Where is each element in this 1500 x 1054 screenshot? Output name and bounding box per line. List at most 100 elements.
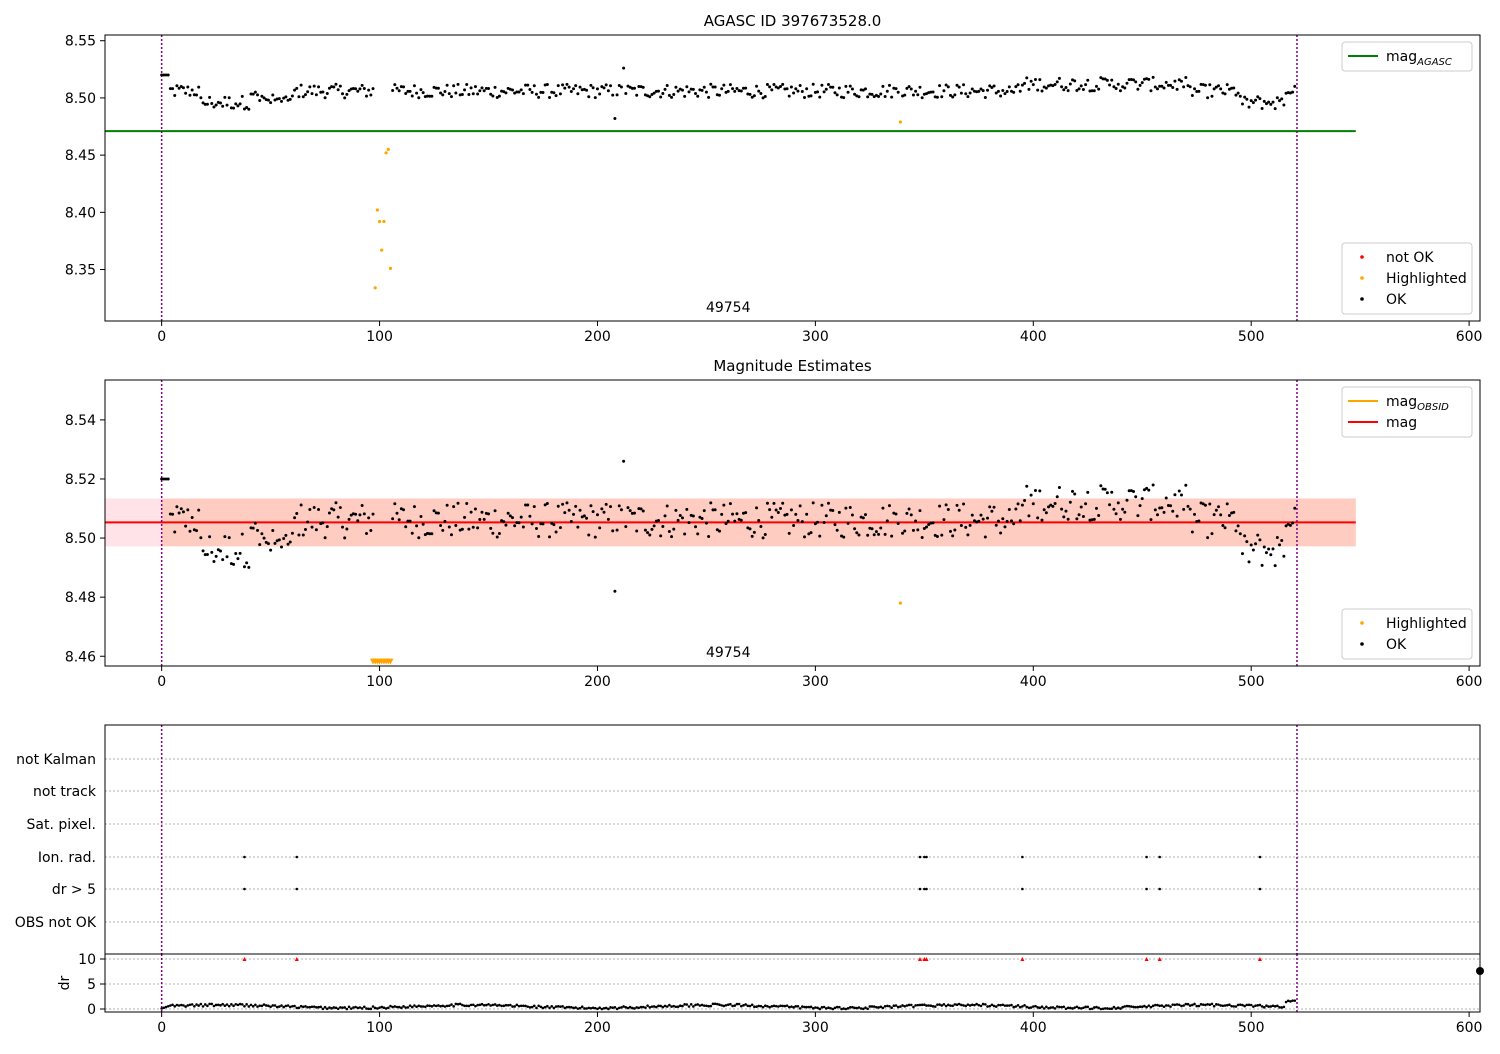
panel2-ok-point [1182,507,1186,511]
panel2-ok-point [1173,493,1177,497]
panel2-ok-point [1273,564,1277,568]
panel1-xtick-label-6: 600 [1456,329,1483,345]
panel1-ok-point [1016,83,1020,87]
panel1-ok-point [1260,106,1264,110]
panel2-ok-point [1127,489,1131,493]
panel4-dr-point [271,1004,275,1007]
panel4-dr-point [589,1006,593,1010]
panel2-ok-point [177,511,181,515]
panel1-ok-point [835,93,839,97]
panel2-ok-point [1016,502,1020,506]
panel2-ok-point [436,511,440,515]
panel2-highlighted-point-0 [898,601,902,605]
panel4-dr-point [498,1003,501,1007]
panel4-dr-point [162,1006,166,1010]
panel1-ok-point [1247,105,1251,109]
panel1-ok-point [887,83,891,87]
panel2-ok-point [702,509,706,513]
panel1-ok-point [1097,87,1101,91]
panel4-dr-point [783,1004,787,1008]
panel2-ok-point [282,536,286,540]
panel1-ok-point [574,84,578,88]
panel2-ok-point [622,459,626,463]
panel2-ok-point [508,514,512,518]
panel4-dr-point [1086,1005,1090,1009]
panel1-ok-point [1055,80,1059,84]
panel1-ok-point [637,85,641,89]
panel1-ok-point [487,87,491,91]
panel2-ok-point [561,502,565,506]
panel2-ok-point [502,520,506,524]
panel2-ok-point [336,515,340,519]
panel4-dr-point [206,1004,209,1008]
panel4-dr-point [899,1005,902,1008]
panel1-ok-point [787,94,791,98]
panel2-ok-point [916,528,920,532]
panel4-dr-point [406,1006,410,1009]
panel2-ok-point [273,541,277,545]
panel2-ok-point [726,519,730,523]
panel4-dr-point [720,1004,723,1007]
panel1-ok-point [371,87,375,91]
panel1-ok-point [473,85,477,89]
panel2-ok-point [349,513,353,517]
panel1-ok-point [585,88,589,92]
panel4-dr-point [1169,1005,1172,1008]
panel2-ok-point [1092,517,1096,521]
panel4-dr-point [408,1004,412,1007]
panel1-ok-point [1110,78,1114,82]
panel2-ok-point [779,507,783,511]
panel4-dr-point [611,1006,615,1010]
panel1-ok-point [846,90,850,94]
panel1-ok-point [208,95,212,99]
panel2-ok-point [1031,502,1035,506]
panel2-ok-point [589,504,593,508]
panel2-ok-point [938,504,942,508]
panel4-dr-point [1138,1005,1142,1009]
panel1-ok-point [1166,83,1170,87]
panel2-ok-point [872,533,876,537]
panel1-ok-point [905,86,909,90]
panel2-ok-point [615,528,619,532]
panel1-ok-point [946,85,950,89]
panel1-ok-point [981,89,985,93]
panel1-ok-point [718,93,722,97]
panel1-ok-point [293,88,297,92]
panel4-dr-point [846,1007,850,1010]
panel4-dr-point [918,1003,922,1007]
panel1-ok-point [260,94,264,98]
panel1-ok-point [711,85,715,89]
panel1-ok-point [530,90,534,94]
panel2-ok-point [521,525,525,529]
panel4-dr-point [1134,1005,1138,1009]
panel4-dr-point [1042,1007,1046,1010]
panel4-dr-point [596,1007,599,1011]
panel4-dr-point [482,1003,486,1007]
panel1-ok-point [622,66,626,70]
panel1-ok-point [1057,76,1061,80]
panel2-ok-point [1271,547,1275,551]
panel2-ok-point [785,512,789,516]
panel2-ok-point [883,532,887,536]
panel4-dr-point [1121,1005,1124,1009]
panel4-dr-point [1232,1005,1236,1008]
panel4-dr-point [179,1003,183,1007]
panel2-ok-point [1012,522,1016,526]
panel4-dr-point [1101,1007,1105,1011]
panel4-dr-point [1045,1005,1048,1009]
panel2-ok-point [1009,519,1013,523]
panel4-dr-point [635,1006,638,1009]
panel1-ok-point [299,83,303,87]
panel2-ok-point [929,521,933,525]
panel1-ok-point [659,95,663,99]
panel2-ok-point [667,529,671,533]
panel2-ok-point [628,509,632,513]
panel2-ok-point [920,535,924,539]
panel2-ok-point [1288,523,1292,527]
panel1-ok-point [1254,98,1258,102]
panel1-ok-point [360,83,364,87]
panel4-dr-point [467,1004,471,1008]
panel4-dr-point [1066,1006,1070,1010]
panel2-ok-point [397,518,401,522]
panel2-ok-point [853,527,857,531]
